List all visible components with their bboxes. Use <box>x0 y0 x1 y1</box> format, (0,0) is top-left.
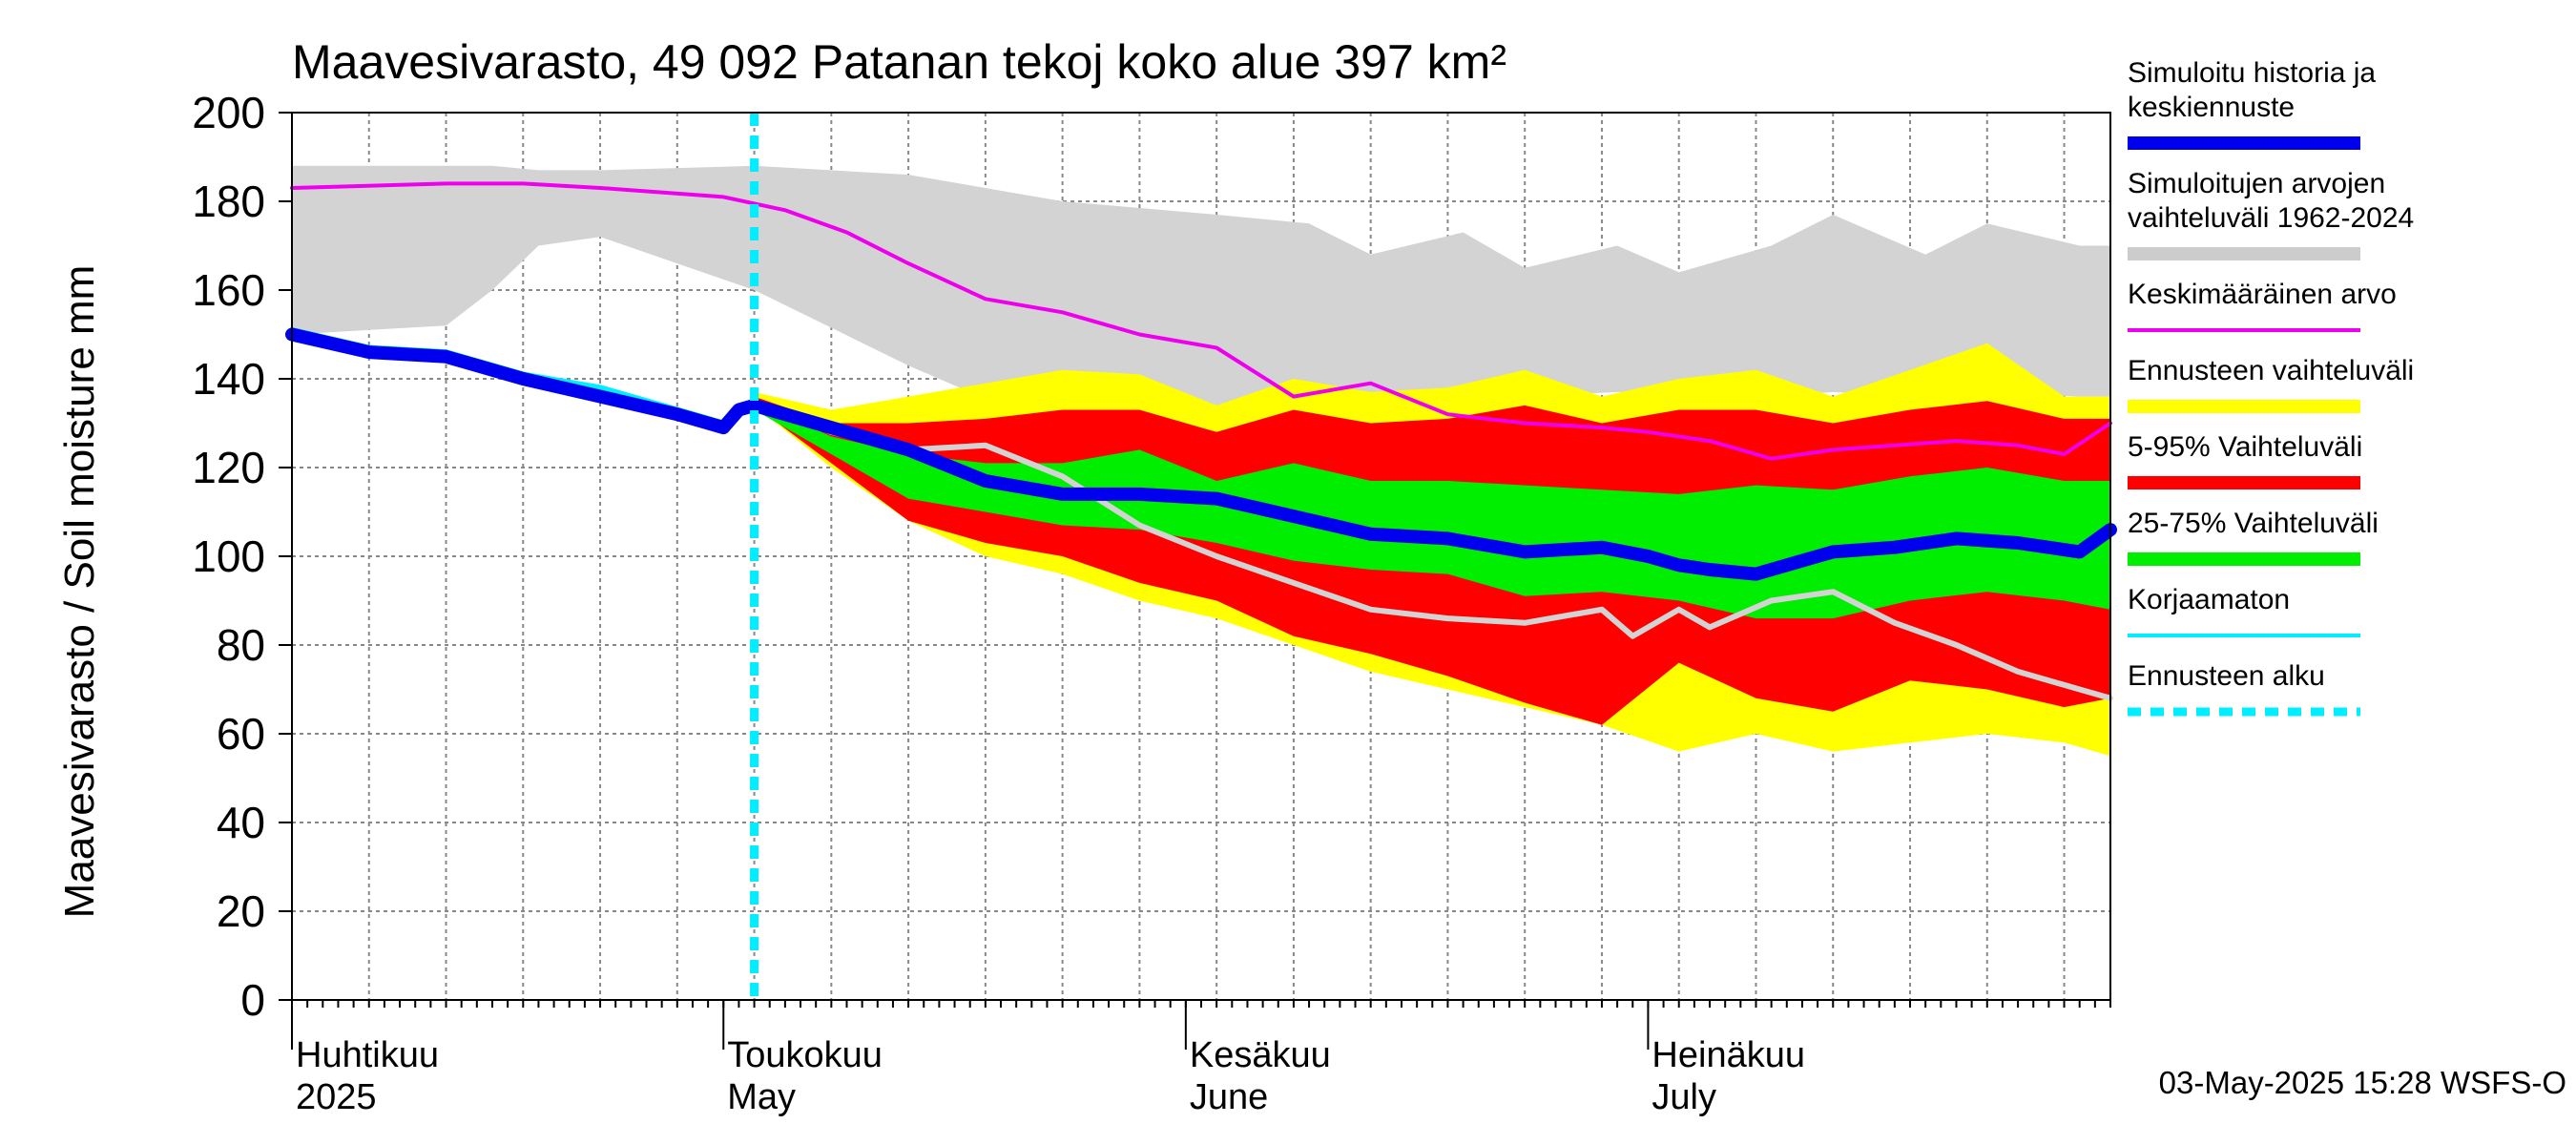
chart-title: Maavesivarasto, 49 092 Patanan tekoj kok… <box>292 35 1506 89</box>
month-label-en: June <box>1190 1077 1268 1117</box>
legend-item: 25-75% Vaihteluväli <box>2128 508 2379 566</box>
month-label-fi: Heinäkuu <box>1652 1035 1805 1075</box>
legend-item: Ennusteen alku <box>2128 660 2360 717</box>
legend-label: keskiennuste <box>2128 92 2295 123</box>
reference-line <box>751 398 2113 701</box>
timestamp: 03-May-2025 15:28 WSFS-O <box>2159 1065 2566 1100</box>
legend-label: Ennusteen alku <box>2128 660 2325 692</box>
legend-item: Korjaamaton <box>2128 584 2360 637</box>
y-axis-label: Maavesivarasto / Soil moisture mm <box>56 265 103 919</box>
legend-item: 5-95% Vaihteluväli <box>2128 431 2362 489</box>
legend-label: 5-95% Vaihteluväli <box>2128 431 2362 463</box>
y-tick-label: 60 <box>217 709 265 759</box>
legend-label: Korjaamaton <box>2128 584 2290 615</box>
y-tick-label: 80 <box>217 620 265 670</box>
median-forecast-line <box>285 327 2117 581</box>
month-label-fi: Kesäkuu <box>1190 1035 1331 1075</box>
legend: Simuloitu historia jakeskiennusteSimuloi… <box>2128 57 2414 717</box>
history-range-band <box>292 165 2110 450</box>
y-tick-label: 120 <box>192 443 265 492</box>
legend-label: vaihteluväli 1962-2024 <box>2128 202 2414 234</box>
month-label-en: July <box>1652 1077 1716 1117</box>
y-tick-label: 40 <box>217 798 265 847</box>
mean-line <box>290 181 2112 461</box>
legend-label: Simuloitu historia ja <box>2128 57 2376 89</box>
series-lines <box>285 113 2117 1000</box>
legend-label: Ennusteen vaihteluväli <box>2128 355 2414 386</box>
y-tick-label: 100 <box>192 531 265 581</box>
legend-label: 25-75% Vaihteluväli <box>2128 508 2379 539</box>
y-tick-label: 20 <box>217 886 265 936</box>
legend-label: Simuloitujen arvojen <box>2128 168 2385 199</box>
bands <box>292 165 2110 757</box>
month-label-en: 2025 <box>296 1077 377 1117</box>
legend-label: Keskimääräinen arvo <box>2128 279 2397 310</box>
month-label-en: May <box>727 1077 796 1117</box>
legend-item: Ennusteen vaihteluväli <box>2128 355 2414 413</box>
month-label-fi: Toukokuu <box>727 1035 883 1075</box>
y-tick-label: 200 <box>192 88 265 137</box>
y-tick-label: 160 <box>192 265 265 315</box>
y-tick-label: 140 <box>192 354 265 404</box>
y-tick-label: 180 <box>192 177 265 226</box>
y-tick-label: 0 <box>240 975 265 1025</box>
month-label-fi: Huhtikuu <box>296 1035 439 1075</box>
legend-item: Keskimääräinen arvo <box>2128 279 2397 332</box>
